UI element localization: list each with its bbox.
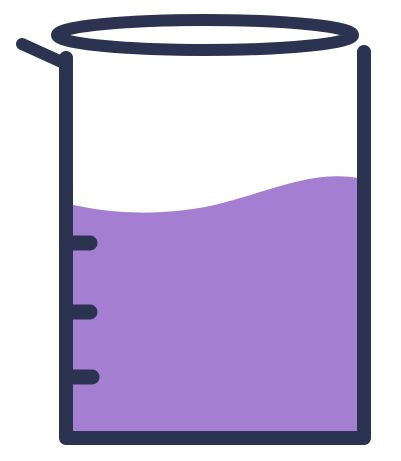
graduation-marks — [60, 235, 100, 385]
liquid-fill — [70, 176, 358, 432]
beaker-spout — [16, 38, 72, 70]
beaker-rim — [51, 14, 359, 56]
